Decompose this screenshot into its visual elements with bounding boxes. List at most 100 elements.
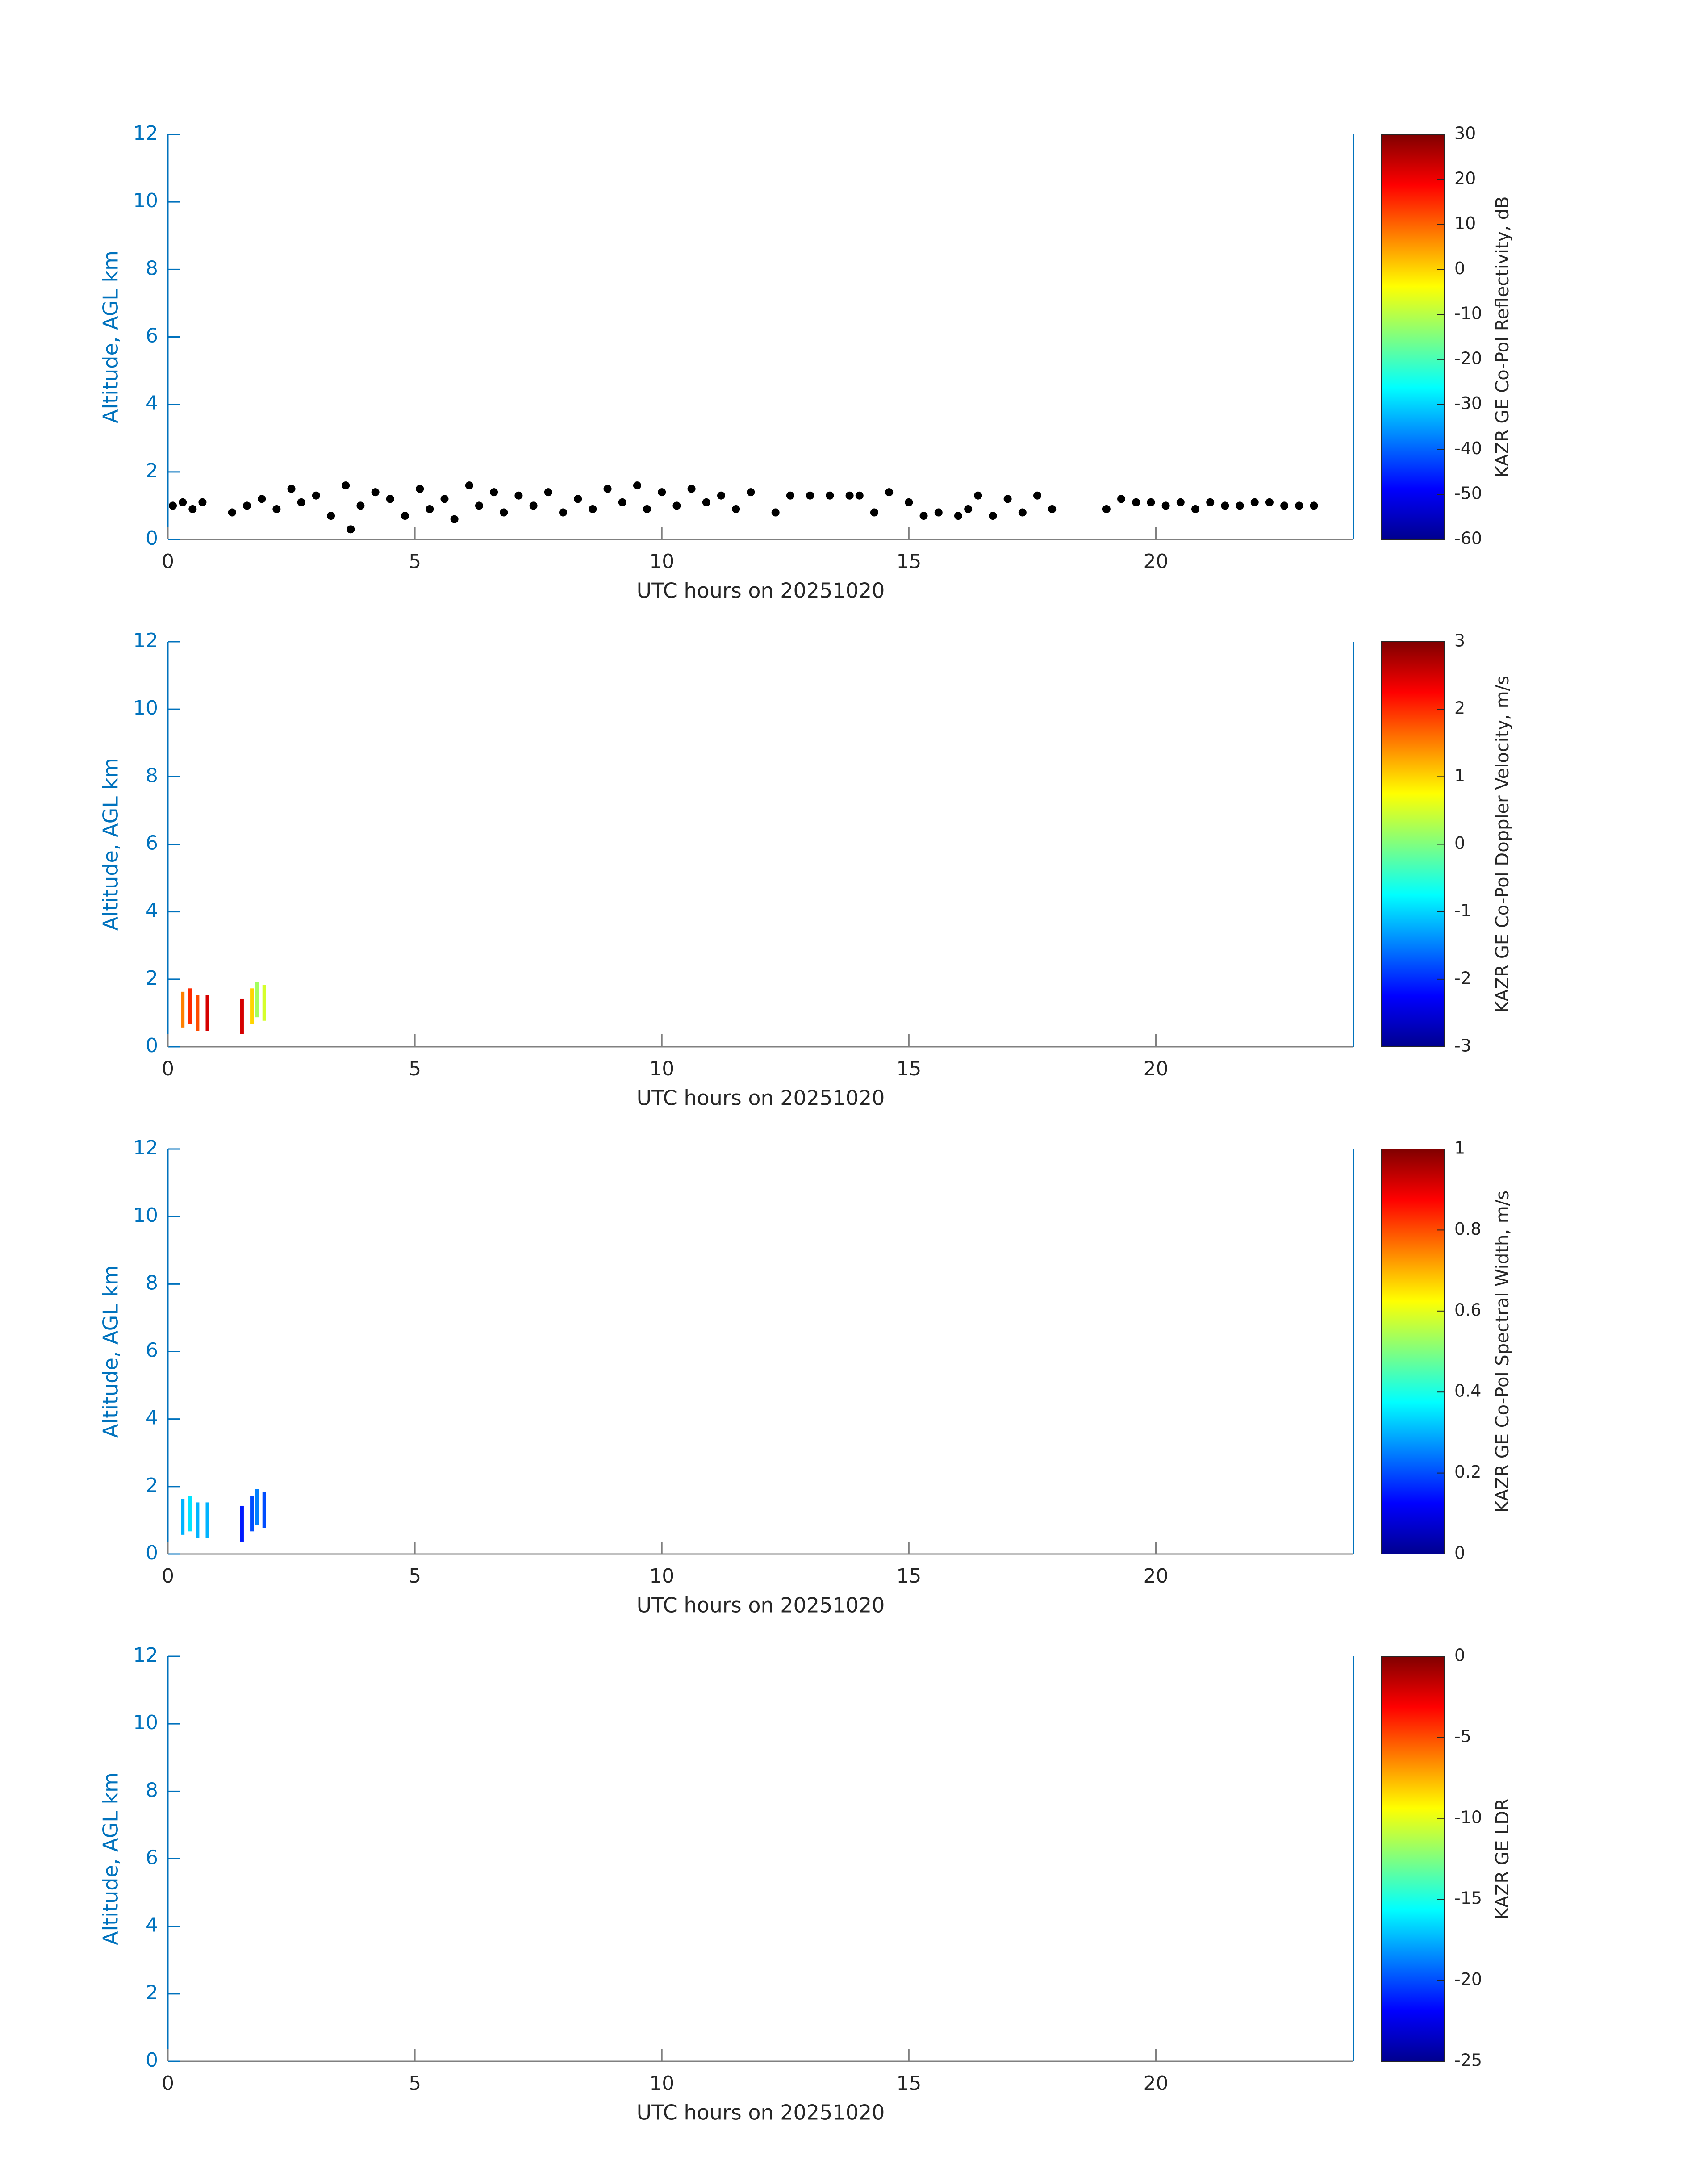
- colorbar-tick-label: -15: [1454, 1889, 1482, 1908]
- echo: [954, 512, 962, 520]
- echo: [450, 515, 459, 523]
- echo: [771, 508, 780, 517]
- x-tick-label: 20: [1144, 550, 1169, 573]
- echo: [786, 491, 794, 500]
- echo: [855, 491, 864, 500]
- echo: [544, 488, 552, 497]
- y-tick-label: 12: [133, 629, 158, 652]
- colorbar: [1381, 641, 1445, 1047]
- x-tick-label: 5: [409, 1057, 421, 1080]
- echo: [1310, 501, 1318, 510]
- colorbar: [1381, 134, 1445, 540]
- echo: [633, 481, 641, 490]
- echo: [196, 1502, 200, 1538]
- echo: [974, 491, 982, 500]
- y-tick-label: 8: [146, 764, 158, 787]
- echo: [258, 495, 266, 503]
- y-tick-label: 2: [146, 1474, 158, 1497]
- y-tick-label: 6: [146, 832, 158, 855]
- echo: [1206, 498, 1215, 506]
- echo: [870, 508, 878, 517]
- echo: [672, 501, 681, 510]
- echo: [243, 501, 251, 510]
- colorbar-tick-label: -20: [1454, 1969, 1482, 1989]
- y-tick-label: 8: [146, 257, 158, 280]
- echo: [196, 995, 200, 1031]
- colorbar-label: KAZR GE Co-Pol Reflectivity, dB: [1492, 196, 1513, 478]
- echo: [255, 1489, 259, 1525]
- echo: [806, 491, 814, 500]
- echo: [465, 481, 473, 490]
- echo: [416, 485, 424, 493]
- x-tick-label: 20: [1144, 1565, 1169, 1588]
- echo: [440, 495, 449, 503]
- echo: [905, 498, 913, 506]
- colorbar-tick-label: 1: [1454, 766, 1465, 786]
- echo: [475, 501, 483, 510]
- y-tick-label: 12: [133, 122, 158, 145]
- echo: [272, 505, 281, 513]
- x-axis-label: UTC hours on 20251020: [637, 579, 885, 603]
- y-tick-label: 6: [146, 1847, 158, 1869]
- echo: [169, 501, 177, 510]
- colorbar-tick-label: 0.8: [1454, 1219, 1481, 1239]
- echo: [1265, 498, 1274, 506]
- echo: [964, 505, 973, 513]
- y-tick-label: 10: [133, 697, 158, 719]
- echo: [559, 508, 567, 517]
- echo: [188, 988, 192, 1024]
- x-tick-label: 15: [896, 1565, 921, 1588]
- x-tick-label: 15: [896, 1057, 921, 1080]
- echo: [658, 488, 666, 497]
- x-tick-label: 10: [649, 1565, 674, 1588]
- y-tick-label: 10: [133, 1204, 158, 1227]
- echo: [1236, 501, 1244, 510]
- colorbar-label: KAZR GE Co-Pol Spectral Width, m/s: [1492, 1191, 1513, 1513]
- echo: [1048, 505, 1057, 513]
- colorbar-tick-label: -25: [1454, 2051, 1482, 2070]
- colorbar-tick-label: 0: [1454, 1543, 1465, 1563]
- x-tick-label: 0: [162, 1565, 174, 1588]
- colorbar-tick-label: -3: [1454, 1036, 1471, 1056]
- y-tick-label: 2: [146, 1981, 158, 2004]
- echo: [188, 505, 197, 513]
- echo: [250, 988, 254, 1024]
- y-tick-label: 4: [146, 392, 158, 415]
- echo: [589, 505, 597, 513]
- echo: [717, 491, 725, 500]
- echo: [1147, 498, 1155, 506]
- x-tick-label: 10: [649, 1057, 674, 1080]
- colorbar-tick-label: 2: [1454, 698, 1465, 718]
- y-axis-label: Altitude, AGL km: [99, 1772, 123, 1945]
- y-tick-label: 0: [146, 1034, 158, 1057]
- colorbar-tick-label: -30: [1454, 393, 1482, 413]
- y-tick-label: 4: [146, 899, 158, 922]
- x-tick-label: 10: [649, 550, 674, 573]
- y-tick-label: 6: [146, 1339, 158, 1362]
- echo: [885, 488, 894, 497]
- y-tick-label: 0: [146, 1542, 158, 1564]
- echo: [205, 1502, 209, 1538]
- colorbar-tick-label: -10: [1454, 304, 1482, 323]
- echo: [188, 1496, 192, 1532]
- x-tick-label: 0: [162, 550, 174, 573]
- y-tick-label: 4: [146, 1407, 158, 1429]
- colorbar-tick-label: 0.2: [1454, 1462, 1481, 1482]
- echo: [287, 485, 296, 493]
- echo: [347, 525, 355, 534]
- x-tick-label: 5: [409, 2072, 421, 2095]
- echo: [826, 491, 834, 500]
- colorbar-tick-label: 3: [1454, 631, 1465, 651]
- y-tick-label: 6: [146, 325, 158, 347]
- y-tick-label: 12: [133, 1137, 158, 1159]
- echo: [179, 498, 187, 506]
- echo: [989, 512, 997, 520]
- echo: [934, 508, 943, 517]
- colorbar-tick-label: 10: [1454, 213, 1476, 233]
- echo: [1102, 505, 1111, 513]
